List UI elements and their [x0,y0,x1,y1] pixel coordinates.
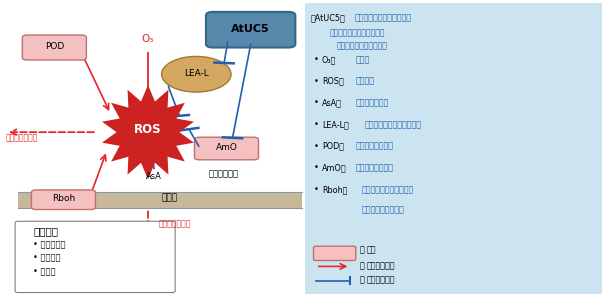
FancyBboxPatch shape [313,246,356,260]
Text: フィトシアニンタンパク質: フィトシアニンタンパク質 [355,13,411,22]
Text: •: • [314,120,319,129]
Text: オキシダーゼ類似体: オキシダーゼ類似体 [361,205,404,214]
Text: 細胞応答: 細胞応答 [33,227,58,237]
Text: ：: ： [359,261,364,270]
Text: LEA-L: LEA-L [184,69,208,78]
Text: リアタンパク様タンパク質: リアタンパク様タンパク質 [364,120,421,129]
Text: •: • [314,142,319,151]
FancyBboxPatch shape [15,221,175,293]
Text: ：: ： [359,276,364,285]
Ellipse shape [162,56,231,92]
Text: 酵素: 酵素 [367,246,376,255]
Text: •: • [314,77,319,86]
Text: 細胞間シグナル: 細胞間シグナル [6,134,39,143]
Text: オゾン: オゾン [355,55,370,64]
Text: O₃：: O₃： [322,55,336,64]
Text: •: • [314,98,319,107]
Text: ・AtUC5：: ・AtUC5： [311,13,346,22]
FancyBboxPatch shape [22,35,86,60]
Text: POD: POD [45,42,64,51]
FancyBboxPatch shape [194,137,259,160]
Text: アミノキシダーゼ: アミノキシダーゼ [355,163,393,172]
Text: Rboh：: Rboh： [322,185,347,194]
Text: 細胞内シグナル: 細胞内シグナル [159,220,191,229]
Text: AmO: AmO [216,143,237,152]
FancyBboxPatch shape [206,12,295,48]
Text: 阻害する働き: 阻害する働き [367,276,395,285]
Text: • ・・・: • ・・・ [33,267,56,276]
Text: AmO：: AmO： [322,163,347,172]
Text: アスコルビン酸: アスコルビン酸 [355,98,388,107]
Text: ROS：: ROS： [322,77,344,86]
Text: AtUC5: AtUC5 [231,23,270,34]
Text: 促進する働き: 促進する働き [367,261,395,270]
Text: ：: ： [359,246,364,255]
Text: POD：: POD： [322,142,344,151]
Text: Rboh: Rboh [52,194,75,203]
Text: 細胞膜: 細胞膜 [161,194,177,203]
Text: 活性酸素: 活性酸素 [355,77,374,86]
FancyBboxPatch shape [305,3,602,294]
Text: LEA-L：: LEA-L： [322,120,349,129]
Text: •: • [314,163,319,172]
Text: （本研究でオゾン耐性への: （本研究でオゾン耐性への [329,28,385,37]
Text: • 気孔閉鎖: • 気孔閉鎖 [33,253,61,262]
Text: 寄与が明らかになった）: 寄与が明らかになった） [336,41,387,50]
Bar [18,192,302,208]
Text: •: • [314,185,319,194]
Text: アポブラスト: アポブラスト [208,169,239,178]
Text: AsA: AsA [146,172,162,181]
Text: ペルオキシダーゼ: ペルオキシダーゼ [355,142,393,151]
FancyBboxPatch shape [31,190,95,210]
Text: ROS: ROS [134,123,162,136]
Polygon shape [102,85,194,179]
Text: AsA：: AsA： [322,98,342,107]
Text: •: • [314,55,319,64]
Text: レスパラトリーバースト: レスパラトリーバースト [361,185,414,194]
Text: O₃: O₃ [142,34,154,44]
Text: • 葉肉細胞死: • 葉肉細胞死 [33,240,66,249]
